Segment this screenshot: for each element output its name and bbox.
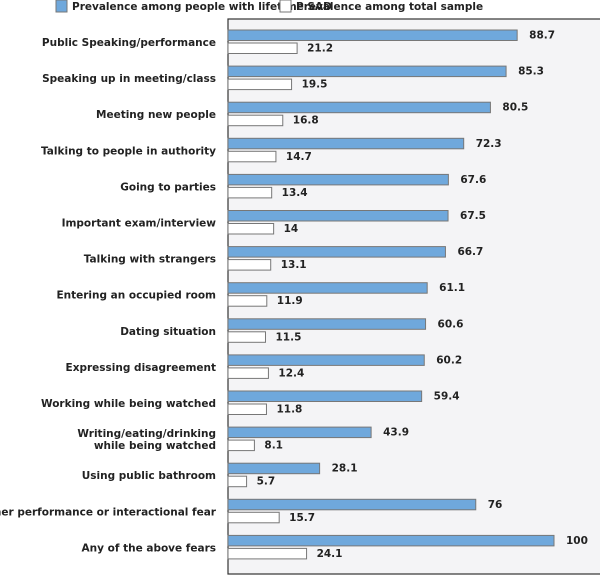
chart-marks: Public Speaking/performance 88.7 21.2 Speak… [0, 29, 588, 560]
category-label: Speaking up in meeting/class [42, 73, 216, 85]
value-label-sad: 43.9 [383, 427, 409, 439]
bar-sad [227, 318, 427, 330]
legend-label-sad: Prevalence among people with lifetime SA… [72, 1, 332, 13]
category-label: Important exam/interview [62, 218, 217, 230]
value-label-total: 11.9 [277, 295, 303, 307]
value-label-total: 11.8 [276, 404, 302, 416]
category-label: Dating situation [120, 326, 216, 338]
value-label-total: 8.1 [264, 440, 283, 452]
bar-total [227, 367, 269, 379]
category-label: Public Speaking/performance [42, 37, 216, 49]
bar-total [227, 331, 266, 343]
bar-total [227, 439, 255, 452]
value-label-sad: 76 [488, 499, 503, 511]
bar-sad [227, 354, 425, 366]
bar-total [227, 511, 280, 524]
category-label: Using public bathroom [82, 470, 216, 482]
bar-sad [227, 210, 449, 222]
value-label-total: 14.7 [286, 151, 312, 163]
bar-total [227, 475, 248, 488]
category-label: Any of the above fears [82, 542, 216, 554]
value-label-sad: 80.5 [502, 102, 528, 114]
legend-swatch-total [279, 0, 292, 13]
value-label-total: 11.5 [275, 331, 301, 343]
bar-sad [227, 29, 518, 41]
value-label-sad: 60.2 [436, 354, 462, 366]
bar-sad [227, 390, 423, 402]
category-label: Talking with strangers [84, 254, 216, 266]
value-label-total: 24.1 [317, 548, 343, 560]
bar-sad [227, 426, 372, 439]
value-label-sad: 100 [566, 535, 588, 547]
value-label-sad: 67.5 [460, 210, 486, 222]
bar-sad [227, 101, 491, 114]
category-label: Writing/eating/drinking while being watch… [77, 428, 216, 452]
legend-label-total: Prevalence among total sample [296, 1, 483, 13]
bar-total [227, 42, 298, 54]
value-label-total: 16.8 [293, 115, 319, 127]
value-label-sad: 72.3 [476, 138, 502, 150]
category-label: Meeting new people [96, 109, 216, 121]
category-label: Entering an occupied room [56, 290, 216, 302]
category-label: Talking to people in authority [41, 145, 216, 157]
bar-sad [227, 137, 465, 150]
bar-sad [227, 282, 428, 294]
bar-total [227, 114, 284, 127]
value-label-sad: 59.4 [434, 391, 460, 403]
value-label-total: 5.7 [257, 476, 276, 488]
bar-sad [227, 246, 446, 258]
bar-sad [227, 65, 507, 78]
bar-sad [227, 534, 555, 547]
bar-total [227, 295, 268, 307]
value-label-sad: 61.1 [439, 282, 465, 294]
value-label-sad: 66.7 [457, 246, 483, 258]
value-label-total: 21.2 [307, 43, 333, 55]
bar-total [227, 78, 293, 91]
value-label-total: 19.5 [302, 79, 328, 91]
bar-sad [227, 498, 477, 511]
bar-total [227, 223, 275, 235]
value-label-sad: 67.6 [460, 174, 486, 186]
legend: Prevalence among people with lifetime SA… [55, 0, 483, 13]
category-label: Working while being watched [41, 398, 216, 410]
bar-total [227, 186, 273, 199]
category-label: Other performance or interactional fear [0, 506, 217, 518]
legend-swatch-sad [55, 0, 68, 13]
value-label-total: 15.7 [289, 512, 315, 524]
bar-total [227, 403, 267, 415]
value-label-total: 12.4 [278, 367, 304, 379]
value-label-sad: 85.3 [518, 66, 544, 78]
value-label-total: 14 [284, 223, 299, 235]
value-label-total: 13.1 [281, 259, 307, 271]
value-label-sad: 28.1 [332, 463, 358, 475]
value-label-sad: 88.7 [529, 30, 555, 42]
bar-sad [227, 462, 321, 475]
bar-total [227, 259, 272, 271]
value-label-total: 13.4 [282, 187, 308, 199]
bar-total [227, 150, 277, 163]
category-label: Going to parties [120, 181, 216, 193]
value-label-sad: 60.6 [438, 318, 464, 330]
bar-sad [227, 173, 449, 186]
bar-total [227, 547, 308, 560]
category-label: Expressing disagreement [66, 362, 216, 374]
